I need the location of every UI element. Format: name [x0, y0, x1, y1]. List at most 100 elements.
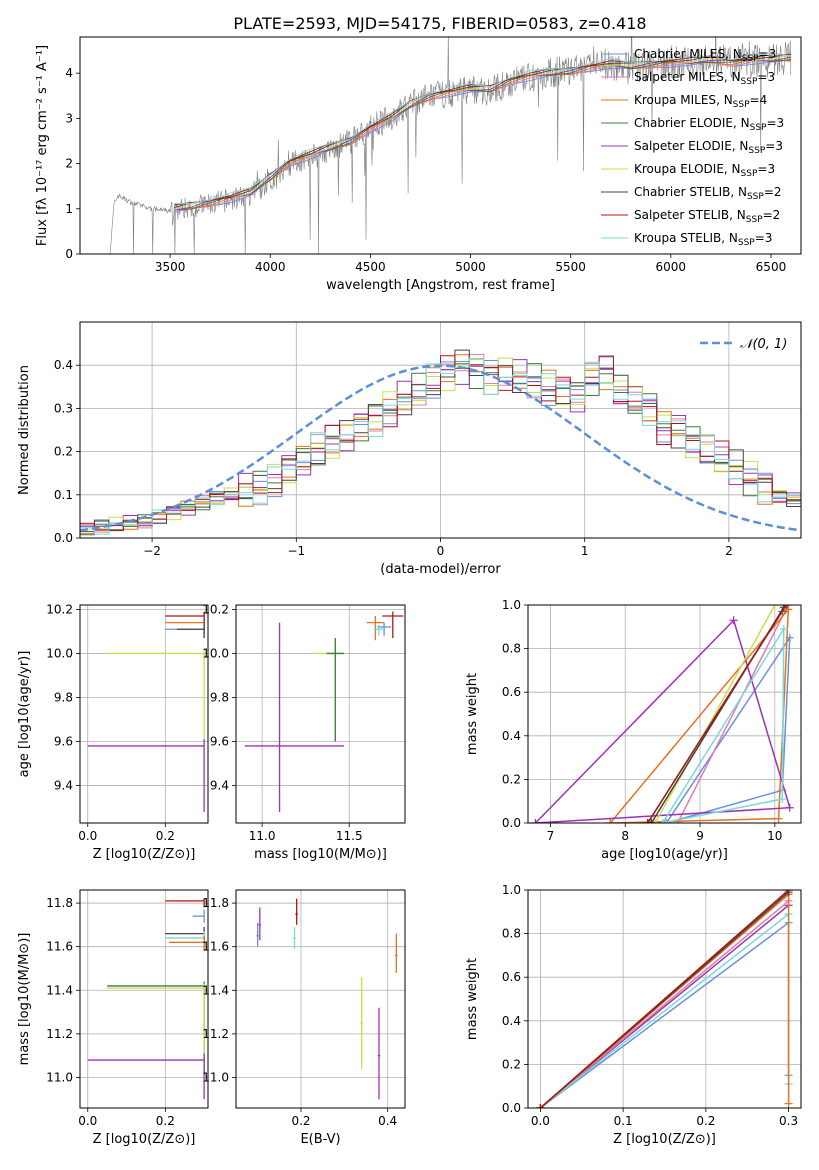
x-tick-label: −2 — [143, 544, 161, 558]
legend-name: Salpeter STELIB — [634, 208, 729, 222]
legend-label-gaussian: 𝒩(0, 1) — [740, 337, 787, 352]
y-tick-label: 0.8 — [502, 642, 521, 656]
legend-nssp-prefix: , N — [729, 208, 746, 222]
legend-name: Chabrier STELIB — [634, 185, 730, 199]
age-vs-Z-frame — [79, 604, 209, 824]
legend-name: Kroupa ELODIE — [634, 162, 724, 176]
y-tick-label: 1.0 — [502, 598, 521, 612]
legend-nssp-value: =3 — [757, 70, 775, 84]
y-tick-label: 11.2 — [202, 1027, 229, 1041]
legend-nssp-subscript: SSP — [747, 192, 764, 202]
massweight-marker — [536, 1104, 545, 1108]
mass-vs-Z-plot-area — [87, 898, 205, 1100]
massweight-marker — [770, 605, 779, 609]
massweight-line-4 — [534, 618, 791, 823]
legend-nssp-value: =2 — [764, 185, 782, 199]
massweight-line-7 — [647, 605, 787, 823]
legend-label-4: Salpeter ELODIE, NSSP=3 — [634, 139, 783, 156]
y-tick-label: 11.4 — [202, 983, 229, 997]
massweight-marker — [778, 795, 787, 804]
legend-name: Salpeter MILES — [634, 70, 724, 84]
x-tick-label: 8 — [621, 829, 629, 843]
y-tick-label: 3 — [65, 111, 73, 125]
y-tick-label: 0.0 — [502, 816, 521, 830]
y-tick-label: 9.8 — [54, 690, 73, 704]
legend-label-1: Salpeter MILES, NSSP=3 — [634, 70, 775, 87]
y-tick-label: 10.0 — [46, 646, 73, 660]
y-tick-label: 9.4 — [210, 779, 229, 793]
y-tick-label: 0.0 — [54, 531, 73, 545]
residuals-plot-area — [80, 349, 801, 536]
legend-nssp-value: =2 — [763, 208, 781, 222]
y-tick-label: 0.6 — [502, 685, 521, 699]
mass-vs-ebv-frame — [235, 889, 406, 1109]
legend-nssp-prefix: , N — [721, 231, 738, 245]
x-tick-label: 0.2 — [156, 829, 175, 843]
legend-nssp-value: =3 — [766, 116, 784, 130]
spectrum-plot-area — [109, 37, 792, 254]
massweight-vs-Z-plot-area — [536, 890, 793, 1108]
y-tick-label: 11.6 — [202, 940, 229, 954]
y-tick-label: 10.2 — [46, 602, 73, 616]
legend-nssp-value: =3 — [755, 231, 773, 245]
y-tick-label: 0.1 — [54, 488, 73, 502]
y-tick-label: 0.3 — [54, 401, 73, 415]
residuals-frame — [79, 321, 802, 539]
legend-name: Chabrier MILES — [634, 47, 725, 61]
massweight-marker — [643, 819, 652, 823]
legend-nssp-prefix: , N — [732, 139, 749, 153]
massweight-vs-age-frame — [527, 604, 802, 824]
x-tick-label: 0.1 — [614, 1114, 633, 1128]
legend-label-6: Chabrier STELIB, NSSP=2 — [634, 185, 782, 202]
legend-name: Salpeter ELODIE — [634, 139, 732, 153]
massweight-marker — [651, 819, 660, 823]
massweight-marker — [774, 814, 783, 823]
massweight-marker — [782, 605, 791, 609]
legend-label-7: Salpeter STELIB, NSSP=2 — [634, 208, 780, 225]
legend-name: Kroupa MILES — [634, 93, 716, 107]
x-tick-label: 0.2 — [696, 1114, 715, 1128]
x-tick-label: 11.0 — [249, 829, 276, 843]
legend-nssp-value: =3 — [759, 47, 777, 61]
massweight-line-0 — [539, 921, 790, 1108]
legend-nssp-subscript: SSP — [738, 238, 755, 248]
massweight-line-8 — [661, 626, 785, 823]
x-axis-label: Z [log10(Z/Z⊙)] — [613, 1132, 716, 1147]
massweight-marker — [531, 819, 540, 823]
figure-title: PLATE=2593, MJD=54175, FIBERID=0583, z=0… — [233, 14, 646, 33]
y-axis-label: mass [log10(M/M⊙)] — [17, 933, 32, 1066]
y-tick-label: 9.6 — [54, 735, 73, 749]
y-tick-label: 9.8 — [210, 690, 229, 704]
mass-vs-Z-panel: 0.0 0.2 11.0 11.2 11.4 11.6 11.8 Z [log10(Z/Z⊙)… — [17, 889, 209, 1147]
y-tick-label: 0.4 — [54, 358, 73, 372]
x-tick-label: 0.2 — [291, 1114, 310, 1128]
x-tick-label: 5000 — [455, 260, 486, 274]
y-axis-label: Normed distribution — [17, 365, 32, 495]
massweight-marker — [658, 819, 667, 823]
legend-nssp-prefix: , N — [716, 93, 733, 107]
y-axis-label: Flux [fλ 10⁻¹⁷ erg cm⁻² s⁻¹ A⁻¹] — [35, 45, 50, 246]
x-tick-label: 11.5 — [336, 829, 363, 843]
y-axis-label: mass weight — [465, 958, 480, 1040]
x-axis-label: mass [log10(M/M⊙)] — [254, 847, 387, 862]
massweight-marker — [784, 1099, 793, 1108]
x-tick-label: 0.0 — [78, 1114, 97, 1128]
massweight-marker — [779, 624, 788, 633]
y-tick-label: 11.8 — [46, 896, 73, 910]
y-tick-label: 11.0 — [46, 1070, 73, 1084]
massweight-marker — [647, 819, 656, 823]
y-tick-label: 0.2 — [502, 772, 521, 786]
y-tick-label: 0.4 — [502, 1014, 521, 1028]
legend-label-5: Kroupa ELODIE, NSSP=3 — [634, 162, 775, 179]
x-tick-label: 0 — [437, 544, 445, 558]
legend-nssp-subscript: SSP — [742, 54, 759, 64]
massweight-vs-age-panel: 7 8 9 10 0.0 0.2 0.4 0.6 0.8 1.0 age [log10(age/yr… — [465, 598, 802, 862]
legend-label-0: Chabrier MILES, NSSP=3 — [634, 47, 776, 64]
massweight-line-0 — [665, 635, 791, 823]
massweight-marker — [662, 819, 671, 823]
massweight-line-2 — [539, 900, 790, 1108]
x-tick-label: 0.3 — [779, 1114, 798, 1128]
y-tick-label: 11.6 — [46, 940, 73, 954]
x-tick-label: 3500 — [155, 260, 186, 274]
